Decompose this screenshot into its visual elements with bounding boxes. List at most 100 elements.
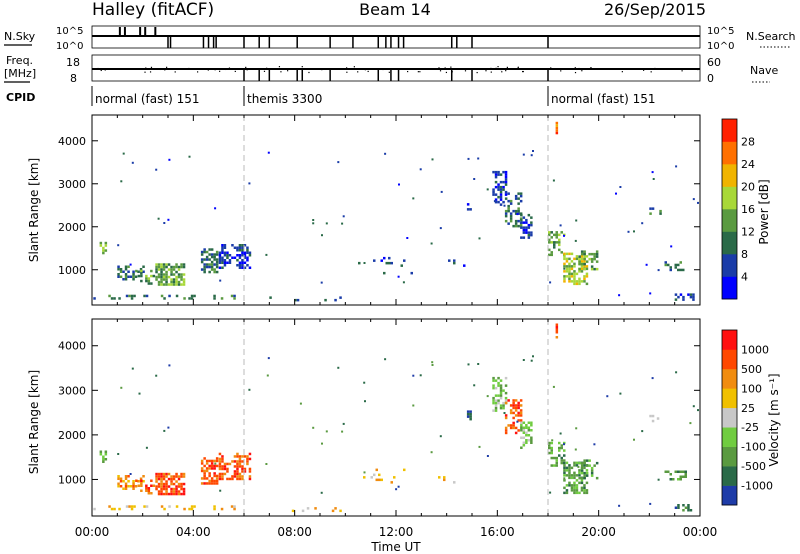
station-title: Halley (fitACF) [92, 0, 214, 20]
echo-cell [119, 480, 123, 483]
echo-cell [492, 188, 495, 191]
echo-cell [684, 475, 687, 478]
echo-cell [499, 193, 503, 196]
scatter-echo [384, 358, 387, 361]
echo-cell [140, 479, 143, 482]
echo-cell [157, 472, 161, 476]
echo-cell [203, 464, 206, 468]
echo-cell [517, 404, 520, 407]
scatter-echo [563, 267, 566, 270]
scatter-echo [167, 426, 170, 429]
echo-cell [140, 272, 143, 275]
echo-cell [563, 275, 566, 278]
echo-cell [555, 461, 558, 465]
echo-cell [565, 474, 569, 477]
echo-cell [228, 259, 232, 262]
nave-dot [340, 68, 342, 70]
freq-panel-frame [91, 54, 701, 82]
scatter-echo [477, 363, 480, 365]
echo-cell [573, 272, 576, 276]
echo-cell [150, 274, 153, 278]
scatter-echo [649, 292, 652, 295]
scatter-echo [266, 374, 269, 377]
echo-cell [210, 482, 214, 485]
scatter-echo [145, 446, 148, 449]
echo-cell [469, 208, 472, 211]
echo-cell [580, 466, 584, 470]
power-colorbar-label: Power [dB] [757, 179, 771, 244]
echo-cell [558, 446, 561, 450]
colorbar-segment [722, 485, 737, 506]
echo-cell [215, 270, 219, 274]
echo-cell [104, 244, 108, 247]
echo-cell [150, 282, 153, 285]
echo-cell [555, 459, 558, 462]
echo-cell [514, 426, 518, 430]
echo-cell [517, 411, 520, 415]
echo-cell [205, 263, 209, 266]
echo-cell [221, 246, 224, 249]
echo-cell [102, 458, 105, 461]
echo-cell [165, 273, 168, 276]
echo-cell [519, 404, 523, 407]
echo-cell [570, 252, 574, 256]
echo-cell [585, 282, 589, 286]
echo-cell [530, 439, 533, 442]
echo-cell [585, 481, 589, 485]
nave-dot [654, 67, 656, 70]
echo-cell [499, 386, 503, 390]
echo-cell [548, 231, 551, 234]
echo-cell [177, 283, 181, 286]
echo-cell [118, 507, 121, 511]
echo-cell [583, 484, 586, 487]
echo-cell [200, 260, 204, 264]
echo-cell [180, 482, 183, 486]
echo-cell [517, 207, 520, 210]
echo-cell [160, 472, 163, 476]
echo-cell [555, 126, 559, 130]
nave-dot [444, 67, 446, 69]
echo-cell [568, 257, 571, 261]
echo-cell [208, 472, 211, 475]
echo-cell [208, 265, 211, 269]
nave-label: Nave [750, 64, 778, 77]
scatter-echo [575, 427, 578, 430]
nave-dot [512, 68, 514, 70]
echo-cell [548, 253, 551, 257]
echo-cell [218, 259, 222, 262]
colorbar-segment [722, 330, 737, 350]
echo-cell [175, 275, 178, 279]
echo-cell [165, 475, 168, 478]
echo-cell [213, 464, 216, 468]
echo-cell [172, 477, 176, 481]
echo-cell [519, 224, 523, 228]
echo-cell [669, 268, 672, 272]
scatter-echo [398, 183, 400, 186]
echo-cell [583, 250, 586, 253]
time-tick-label: 20:00 [581, 525, 616, 539]
echo-cell [157, 268, 161, 271]
echo-cell [150, 269, 153, 273]
echo-cell [160, 490, 163, 493]
scatter-echo [325, 222, 328, 225]
scatter-echo [530, 154, 533, 157]
echo-cell [517, 224, 520, 228]
echo-cell [494, 401, 498, 405]
echo-cell [507, 399, 510, 402]
echo-cell [570, 484, 574, 487]
echo-cell [553, 456, 556, 460]
echo-cell [175, 294, 179, 298]
echo-cell [210, 265, 214, 269]
echo-cell [157, 280, 161, 284]
echo-cell [157, 275, 161, 279]
echo-cell [218, 462, 222, 466]
freq-label-line2: [MHz] [4, 67, 36, 80]
echo-cell [563, 464, 566, 467]
echo-cell [248, 452, 252, 456]
echo-cell [578, 491, 581, 495]
echo-cell [568, 469, 571, 472]
nave-dot [445, 71, 448, 74]
echo-cell [218, 261, 222, 264]
echo-cell [160, 294, 164, 298]
